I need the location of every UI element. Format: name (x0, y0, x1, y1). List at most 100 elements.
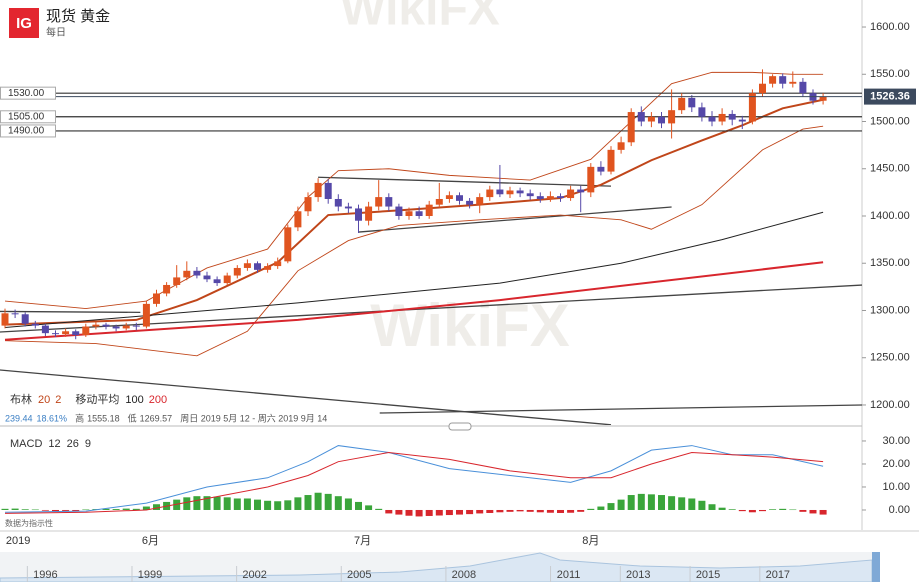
histogram-bar (486, 509, 494, 513)
histogram-bar (698, 500, 706, 510)
candle-body (728, 113, 736, 120)
histogram-bar (587, 508, 595, 510)
trend-line (0, 310, 141, 314)
histogram-bar (52, 509, 59, 512)
candle-body (274, 261, 282, 267)
histogram-bar (748, 509, 756, 513)
histogram-bar (132, 508, 140, 510)
candle-body (52, 333, 59, 335)
histogram-bar (213, 496, 221, 510)
candle-body (92, 324, 100, 327)
candle-body (435, 198, 443, 205)
candle-body (698, 107, 706, 117)
y-tick-label: 1500.00 (870, 115, 910, 127)
y-tick-label: 1200.00 (870, 399, 910, 411)
candle-body (516, 190, 524, 194)
candle-body (627, 112, 635, 143)
navigator-label: 2002 (242, 569, 266, 581)
level-label-box (0, 124, 56, 138)
histogram-bar (577, 509, 585, 512)
candle-body (365, 206, 373, 221)
histogram-bar (597, 506, 605, 510)
candle-body (536, 196, 544, 199)
candle-body (183, 270, 191, 278)
histogram-bar (324, 493, 332, 510)
y-tick-label: 1550.00 (870, 68, 910, 80)
navigator-label: 2017 (766, 569, 790, 581)
candle-body (375, 197, 383, 207)
watermark: WikiFX (370, 292, 569, 359)
candle-body (607, 149, 615, 172)
candle-body (314, 182, 322, 198)
histogram-bar (385, 509, 393, 514)
candle-body (21, 314, 29, 324)
indicator-line (4, 125, 824, 357)
histogram-bar (708, 504, 716, 510)
histogram-bar (395, 509, 403, 515)
histogram-bar (355, 501, 362, 510)
candle-body (415, 211, 423, 216)
navigator-handle[interactable] (872, 552, 880, 582)
level-label: 1505.00 (8, 111, 45, 122)
histogram-bar (567, 509, 575, 513)
trend-line (379, 404, 862, 414)
candle-body (546, 196, 554, 199)
histogram-bar (536, 509, 544, 513)
indicator-line (4, 211, 824, 328)
histogram-bar (112, 509, 120, 510)
candle-body (153, 293, 160, 304)
candle-body (132, 325, 140, 327)
watermark: WikiFX (340, 0, 500, 36)
candle-body (819, 96, 827, 101)
y-tick-label: 1350.00 (870, 257, 910, 269)
histogram-bar (637, 493, 645, 510)
navigator-label: 2013 (626, 569, 650, 581)
candle-body (223, 275, 231, 284)
level-label-box (0, 110, 56, 124)
histogram-bar (233, 498, 241, 510)
candle-body (799, 81, 807, 94)
last-price-box (864, 88, 916, 105)
navigator-label: 2008 (452, 569, 476, 581)
histogram-bar (1, 508, 9, 510)
y-tick-label: 30.00 (882, 435, 910, 447)
candle-body (456, 195, 463, 201)
legend-text: 移动平均 (75, 393, 119, 406)
candle-body (617, 142, 625, 150)
histogram-bar (334, 496, 342, 510)
candle-body (647, 116, 655, 122)
histogram-bar (668, 496, 676, 510)
candle-body (445, 195, 453, 199)
candle-body (557, 196, 564, 199)
legend-text: 低 (128, 412, 137, 423)
candle-body (658, 116, 665, 124)
histogram-bar (759, 509, 766, 512)
y-tick-label: 10.00 (882, 481, 910, 493)
histogram-bar (769, 509, 777, 510)
indicator-line (4, 98, 824, 326)
histogram-bar (617, 499, 625, 510)
histogram-bar (62, 509, 70, 511)
candle-body (496, 189, 504, 195)
histogram-bar (304, 495, 312, 510)
candle-body (476, 197, 484, 205)
candle-body (62, 331, 70, 335)
candle-body (122, 325, 130, 329)
y-tick-label: 20.00 (882, 458, 910, 470)
candle-body (355, 208, 362, 221)
histogram-bar (738, 509, 746, 512)
candle-body (82, 326, 90, 336)
overlay-group: 1200.00 1250.00 1300.00 1350.00 1400.00 1450.… (0, 21, 916, 582)
histogram-bar (223, 497, 231, 510)
y-tick-label: 1600.00 (870, 21, 910, 33)
divider-handle[interactable] (448, 422, 472, 431)
navigator-label: 2015 (696, 569, 720, 581)
histogram-bar (819, 509, 827, 515)
trend-line (358, 206, 672, 233)
histogram-bar (688, 498, 696, 510)
histogram-bar (728, 509, 736, 510)
histogram-bar (496, 509, 504, 513)
candle-body (466, 200, 474, 205)
candle-body (708, 116, 716, 122)
candle-body (31, 323, 39, 326)
